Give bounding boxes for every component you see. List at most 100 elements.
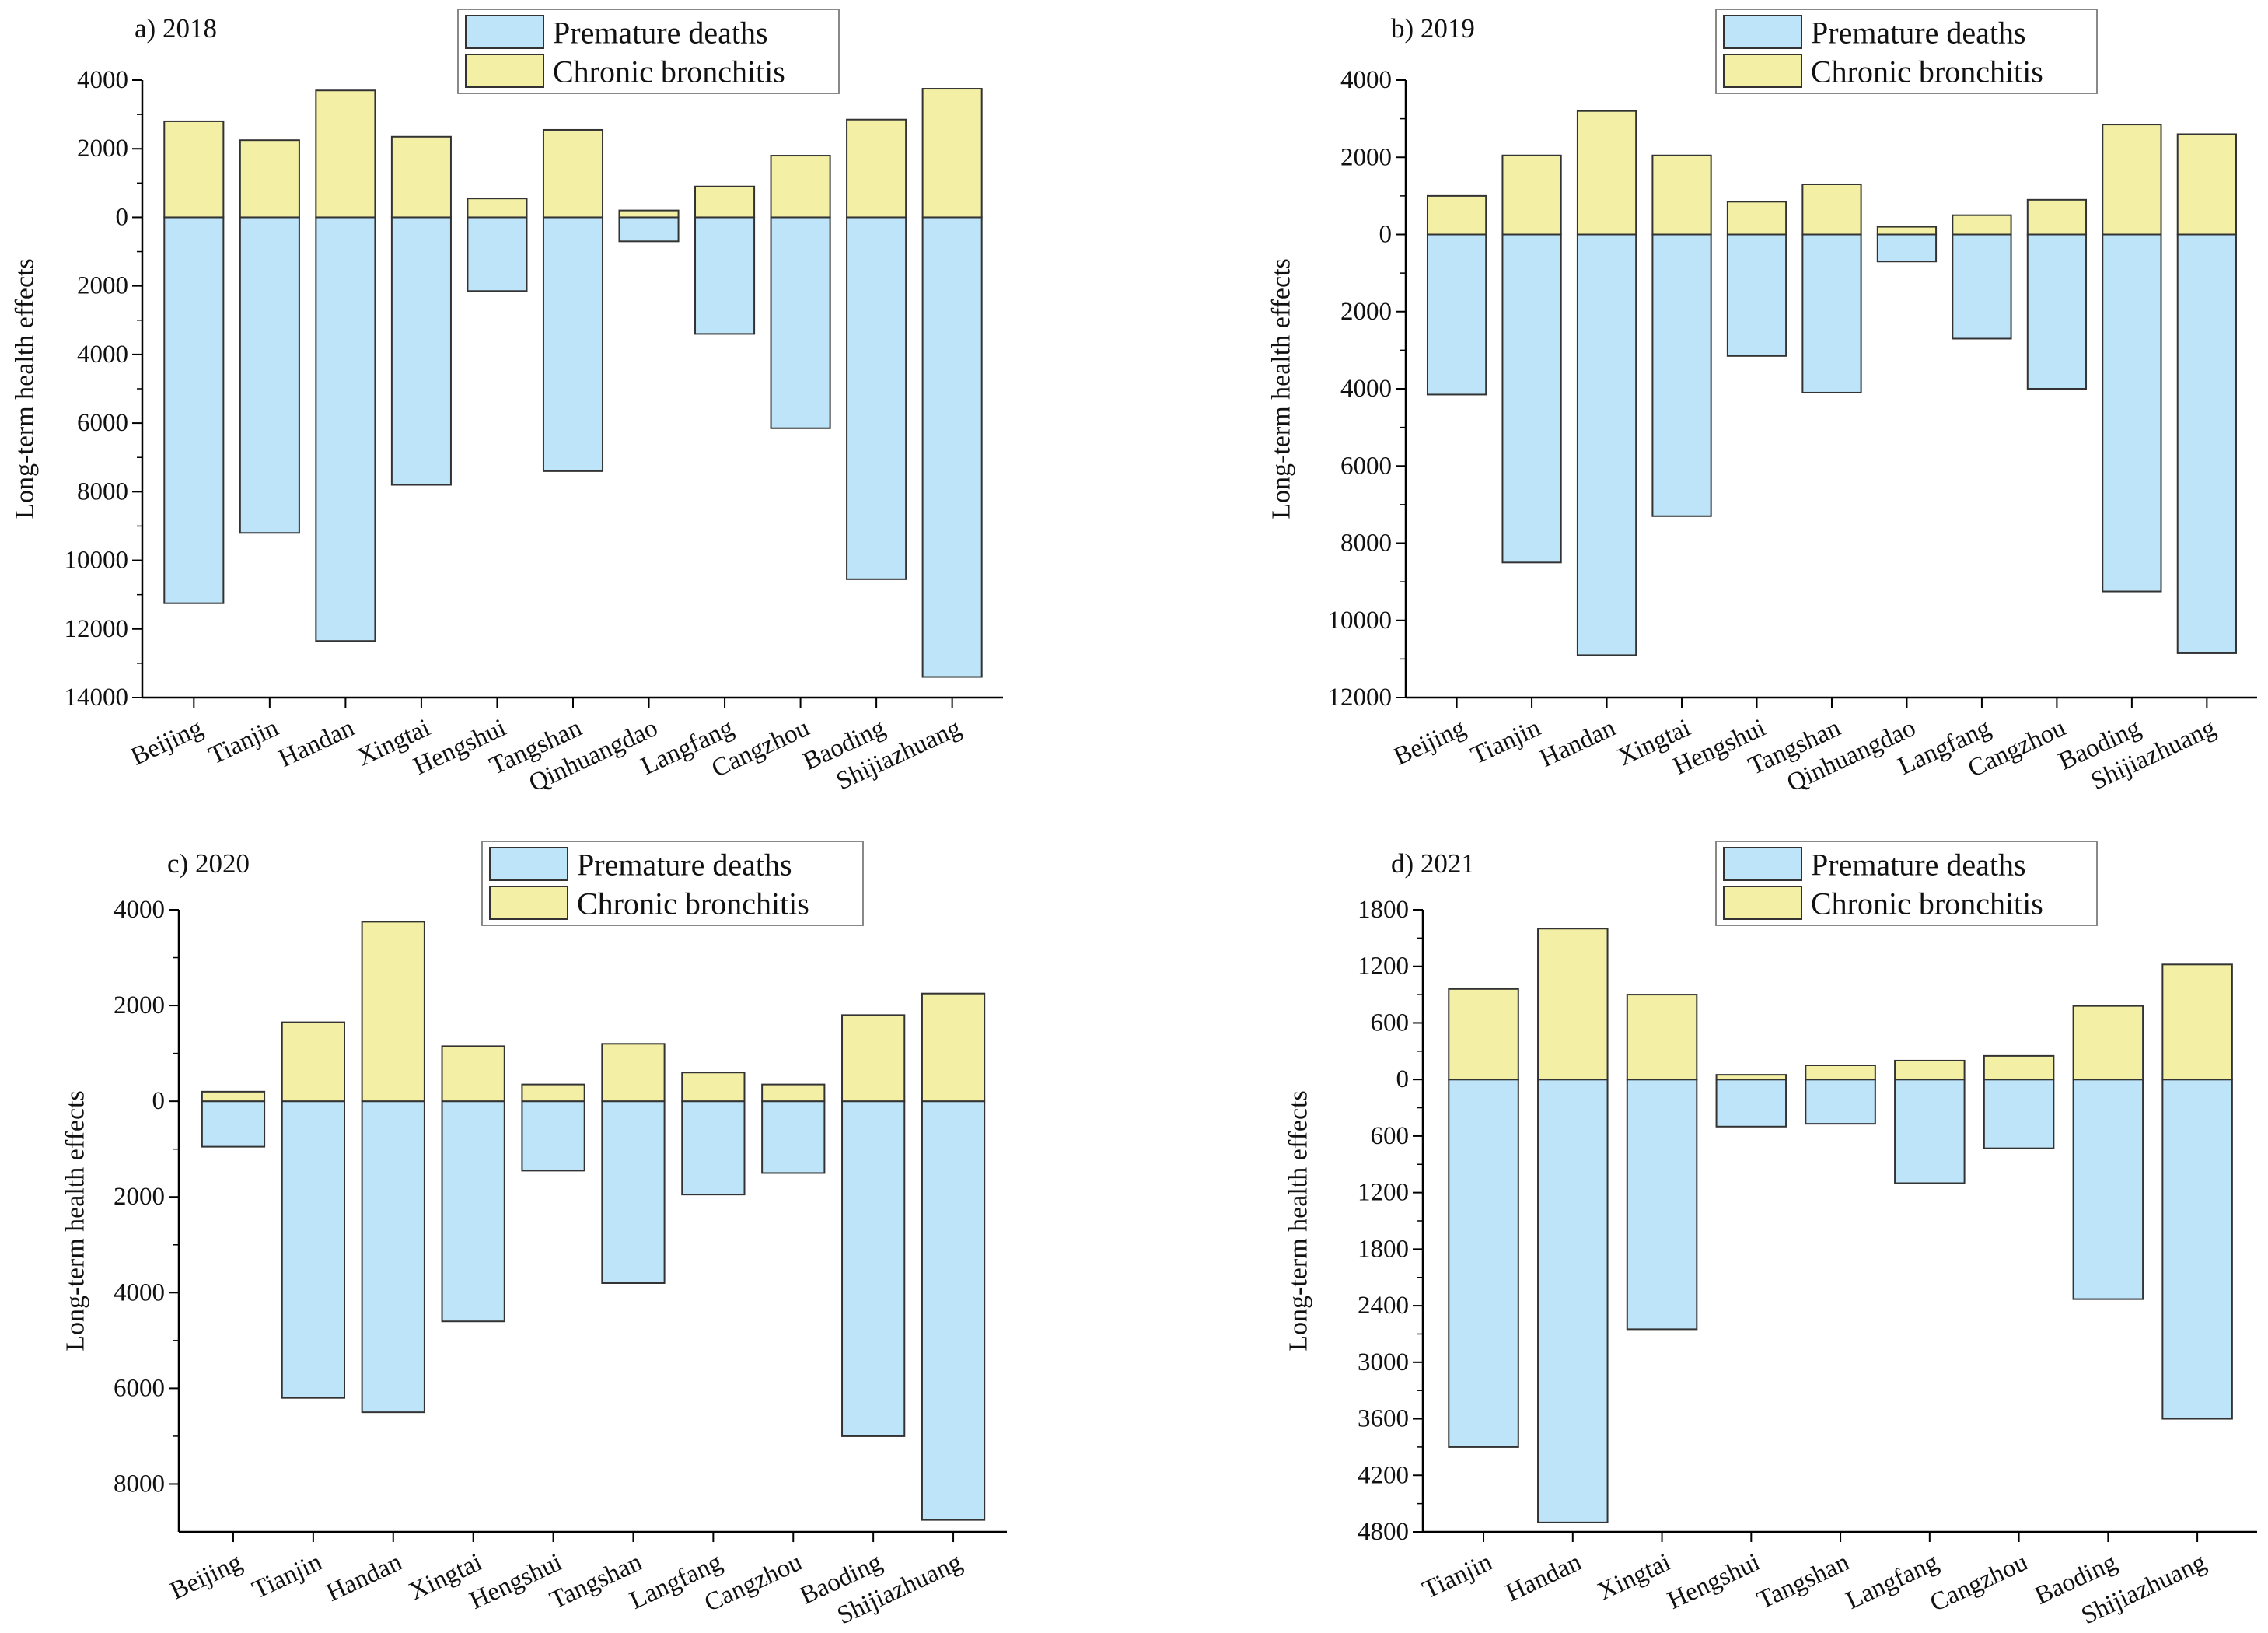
- bar-chronic-bronchitis[interactable]: [163, 120, 225, 219]
- bar-premature-deaths[interactable]: [1626, 1079, 1698, 1331]
- bar-premature-deaths[interactable]: [761, 1100, 826, 1174]
- bar-chronic-bronchitis[interactable]: [1626, 994, 1698, 1081]
- bar-premature-deaths[interactable]: [361, 1100, 425, 1414]
- bar-chronic-bronchitis[interactable]: [1448, 988, 1519, 1081]
- bar-premature-deaths[interactable]: [239, 216, 300, 534]
- bar-premature-deaths[interactable]: [1894, 1079, 1966, 1184]
- bar-premature-deaths[interactable]: [681, 1100, 746, 1196]
- bar-premature-deaths[interactable]: [841, 1100, 906, 1437]
- bar-premature-deaths[interactable]: [467, 216, 528, 292]
- bar-chronic-bronchitis[interactable]: [1501, 154, 1562, 236]
- y-tick-label: 1200: [1358, 953, 1409, 981]
- bar-premature-deaths[interactable]: [163, 216, 225, 604]
- bar-chronic-bronchitis[interactable]: [1576, 110, 1637, 236]
- y-tick-label: 2000: [1340, 143, 1392, 171]
- bar-premature-deaths[interactable]: [921, 1100, 986, 1521]
- panel-title: d) 2021: [1391, 848, 1475, 879]
- bar-premature-deaths[interactable]: [1537, 1079, 1609, 1523]
- bar-premature-deaths[interactable]: [1801, 233, 1862, 393]
- y-tick-label: 6000: [77, 409, 128, 437]
- bar-premature-deaths[interactable]: [1726, 233, 1787, 357]
- bar-chronic-bronchitis[interactable]: [315, 89, 376, 219]
- legend-label: Premature deaths: [553, 16, 768, 51]
- bar-chronic-bronchitis[interactable]: [361, 921, 425, 1103]
- y-tick-label: 600: [1371, 1009, 1410, 1037]
- bar-premature-deaths[interactable]: [281, 1100, 346, 1399]
- bar-chronic-bronchitis[interactable]: [1426, 194, 1487, 236]
- bar-chronic-bronchitis[interactable]: [390, 135, 452, 219]
- bar-chronic-bronchitis[interactable]: [467, 198, 528, 219]
- bar-premature-deaths[interactable]: [1426, 233, 1487, 396]
- bar-chronic-bronchitis[interactable]: [921, 992, 986, 1103]
- bar-chronic-bronchitis[interactable]: [441, 1045, 505, 1103]
- bar-chronic-bronchitis[interactable]: [542, 128, 604, 219]
- bar-chronic-bronchitis[interactable]: [281, 1021, 346, 1103]
- bar-premature-deaths[interactable]: [618, 216, 680, 243]
- bar-premature-deaths[interactable]: [1448, 1079, 1519, 1448]
- bar-chronic-bronchitis[interactable]: [601, 1043, 666, 1103]
- bar-chronic-bronchitis[interactable]: [2161, 963, 2233, 1081]
- bar-chronic-bronchitis[interactable]: [1952, 214, 2012, 236]
- bar-chronic-bronchitis[interactable]: [1805, 1065, 1876, 1081]
- bar-premature-deaths[interactable]: [1715, 1079, 1787, 1128]
- bar-premature-deaths[interactable]: [2102, 233, 2162, 593]
- bar-premature-deaths[interactable]: [1501, 233, 1562, 564]
- y-tick-label: 4000: [1340, 66, 1392, 94]
- bar-chronic-bronchitis[interactable]: [2102, 124, 2162, 236]
- bar-premature-deaths[interactable]: [1576, 233, 1637, 656]
- chart-panel-4: Tianjin Handan XingtaiHengshuiTangshanLang…: [1284, 841, 2257, 1630]
- bar-chronic-bronchitis[interactable]: [2026, 198, 2088, 236]
- bar-chronic-bronchitis[interactable]: [1983, 1054, 2055, 1081]
- bar-premature-deaths[interactable]: [542, 216, 604, 472]
- bar-premature-deaths[interactable]: [2161, 1079, 2233, 1420]
- bar-premature-deaths[interactable]: [1876, 233, 1938, 263]
- y-tick-label: 0: [1379, 221, 1393, 249]
- bar-chronic-bronchitis[interactable]: [761, 1083, 826, 1103]
- y-tick-label: 3600: [1358, 1405, 1409, 1433]
- bar-premature-deaths[interactable]: [390, 216, 452, 486]
- bar-premature-deaths[interactable]: [846, 216, 907, 580]
- bar-chronic-bronchitis[interactable]: [1801, 183, 1862, 236]
- bar-premature-deaths[interactable]: [521, 1100, 585, 1172]
- bar-premature-deaths[interactable]: [921, 216, 983, 678]
- y-tick-label: 600: [1371, 1122, 1410, 1150]
- bar-chronic-bronchitis[interactable]: [770, 155, 831, 219]
- bar-chronic-bronchitis[interactable]: [1726, 201, 1787, 236]
- bar-chronic-bronchitis[interactable]: [694, 185, 756, 219]
- bar-premature-deaths[interactable]: [2176, 233, 2237, 654]
- bar-premature-deaths[interactable]: [441, 1100, 505, 1323]
- bar-premature-deaths[interactable]: [201, 1100, 266, 1148]
- bar-chronic-bronchitis[interactable]: [239, 139, 300, 219]
- bar-premature-deaths[interactable]: [1983, 1079, 2055, 1149]
- bar-chronic-bronchitis[interactable]: [618, 209, 680, 219]
- bar-chronic-bronchitis[interactable]: [1894, 1059, 1966, 1081]
- bar-chronic-bronchitis[interactable]: [846, 118, 907, 219]
- bar-premature-deaths[interactable]: [694, 216, 756, 335]
- bar-chronic-bronchitis[interactable]: [201, 1090, 266, 1103]
- y-tick-label: 2000: [114, 1183, 165, 1211]
- bar-chronic-bronchitis[interactable]: [841, 1014, 906, 1103]
- bar-premature-deaths[interactable]: [1952, 233, 2012, 340]
- bar-chronic-bronchitis[interactable]: [2176, 133, 2237, 236]
- bar-chronic-bronchitis[interactable]: [2072, 1005, 2144, 1081]
- bar-premature-deaths[interactable]: [1805, 1079, 1876, 1125]
- bar-chronic-bronchitis[interactable]: [1876, 226, 1938, 236]
- bar-chronic-bronchitis[interactable]: [921, 88, 983, 219]
- bar-premature-deaths[interactable]: [770, 216, 831, 429]
- bar-premature-deaths[interactable]: [2026, 233, 2088, 390]
- y-tick-label: 2000: [114, 991, 165, 1019]
- y-tick-label: 4800: [1358, 1518, 1409, 1546]
- bar-premature-deaths[interactable]: [2072, 1079, 2144, 1300]
- y-tick-label: 2400: [1358, 1292, 1409, 1320]
- y-tick-label: 1200: [1358, 1179, 1409, 1207]
- bar-chronic-bronchitis[interactable]: [681, 1072, 746, 1103]
- bar-premature-deaths[interactable]: [1651, 233, 1712, 517]
- bar-premature-deaths[interactable]: [601, 1100, 666, 1284]
- y-tick-label: 12000: [1328, 684, 1393, 712]
- y-tick-label: 6000: [114, 1374, 165, 1402]
- bar-chronic-bronchitis[interactable]: [1715, 1074, 1787, 1081]
- bar-premature-deaths[interactable]: [315, 216, 376, 642]
- bar-chronic-bronchitis[interactable]: [1651, 154, 1712, 236]
- bar-chronic-bronchitis[interactable]: [521, 1083, 585, 1103]
- bar-chronic-bronchitis[interactable]: [1537, 928, 1609, 1081]
